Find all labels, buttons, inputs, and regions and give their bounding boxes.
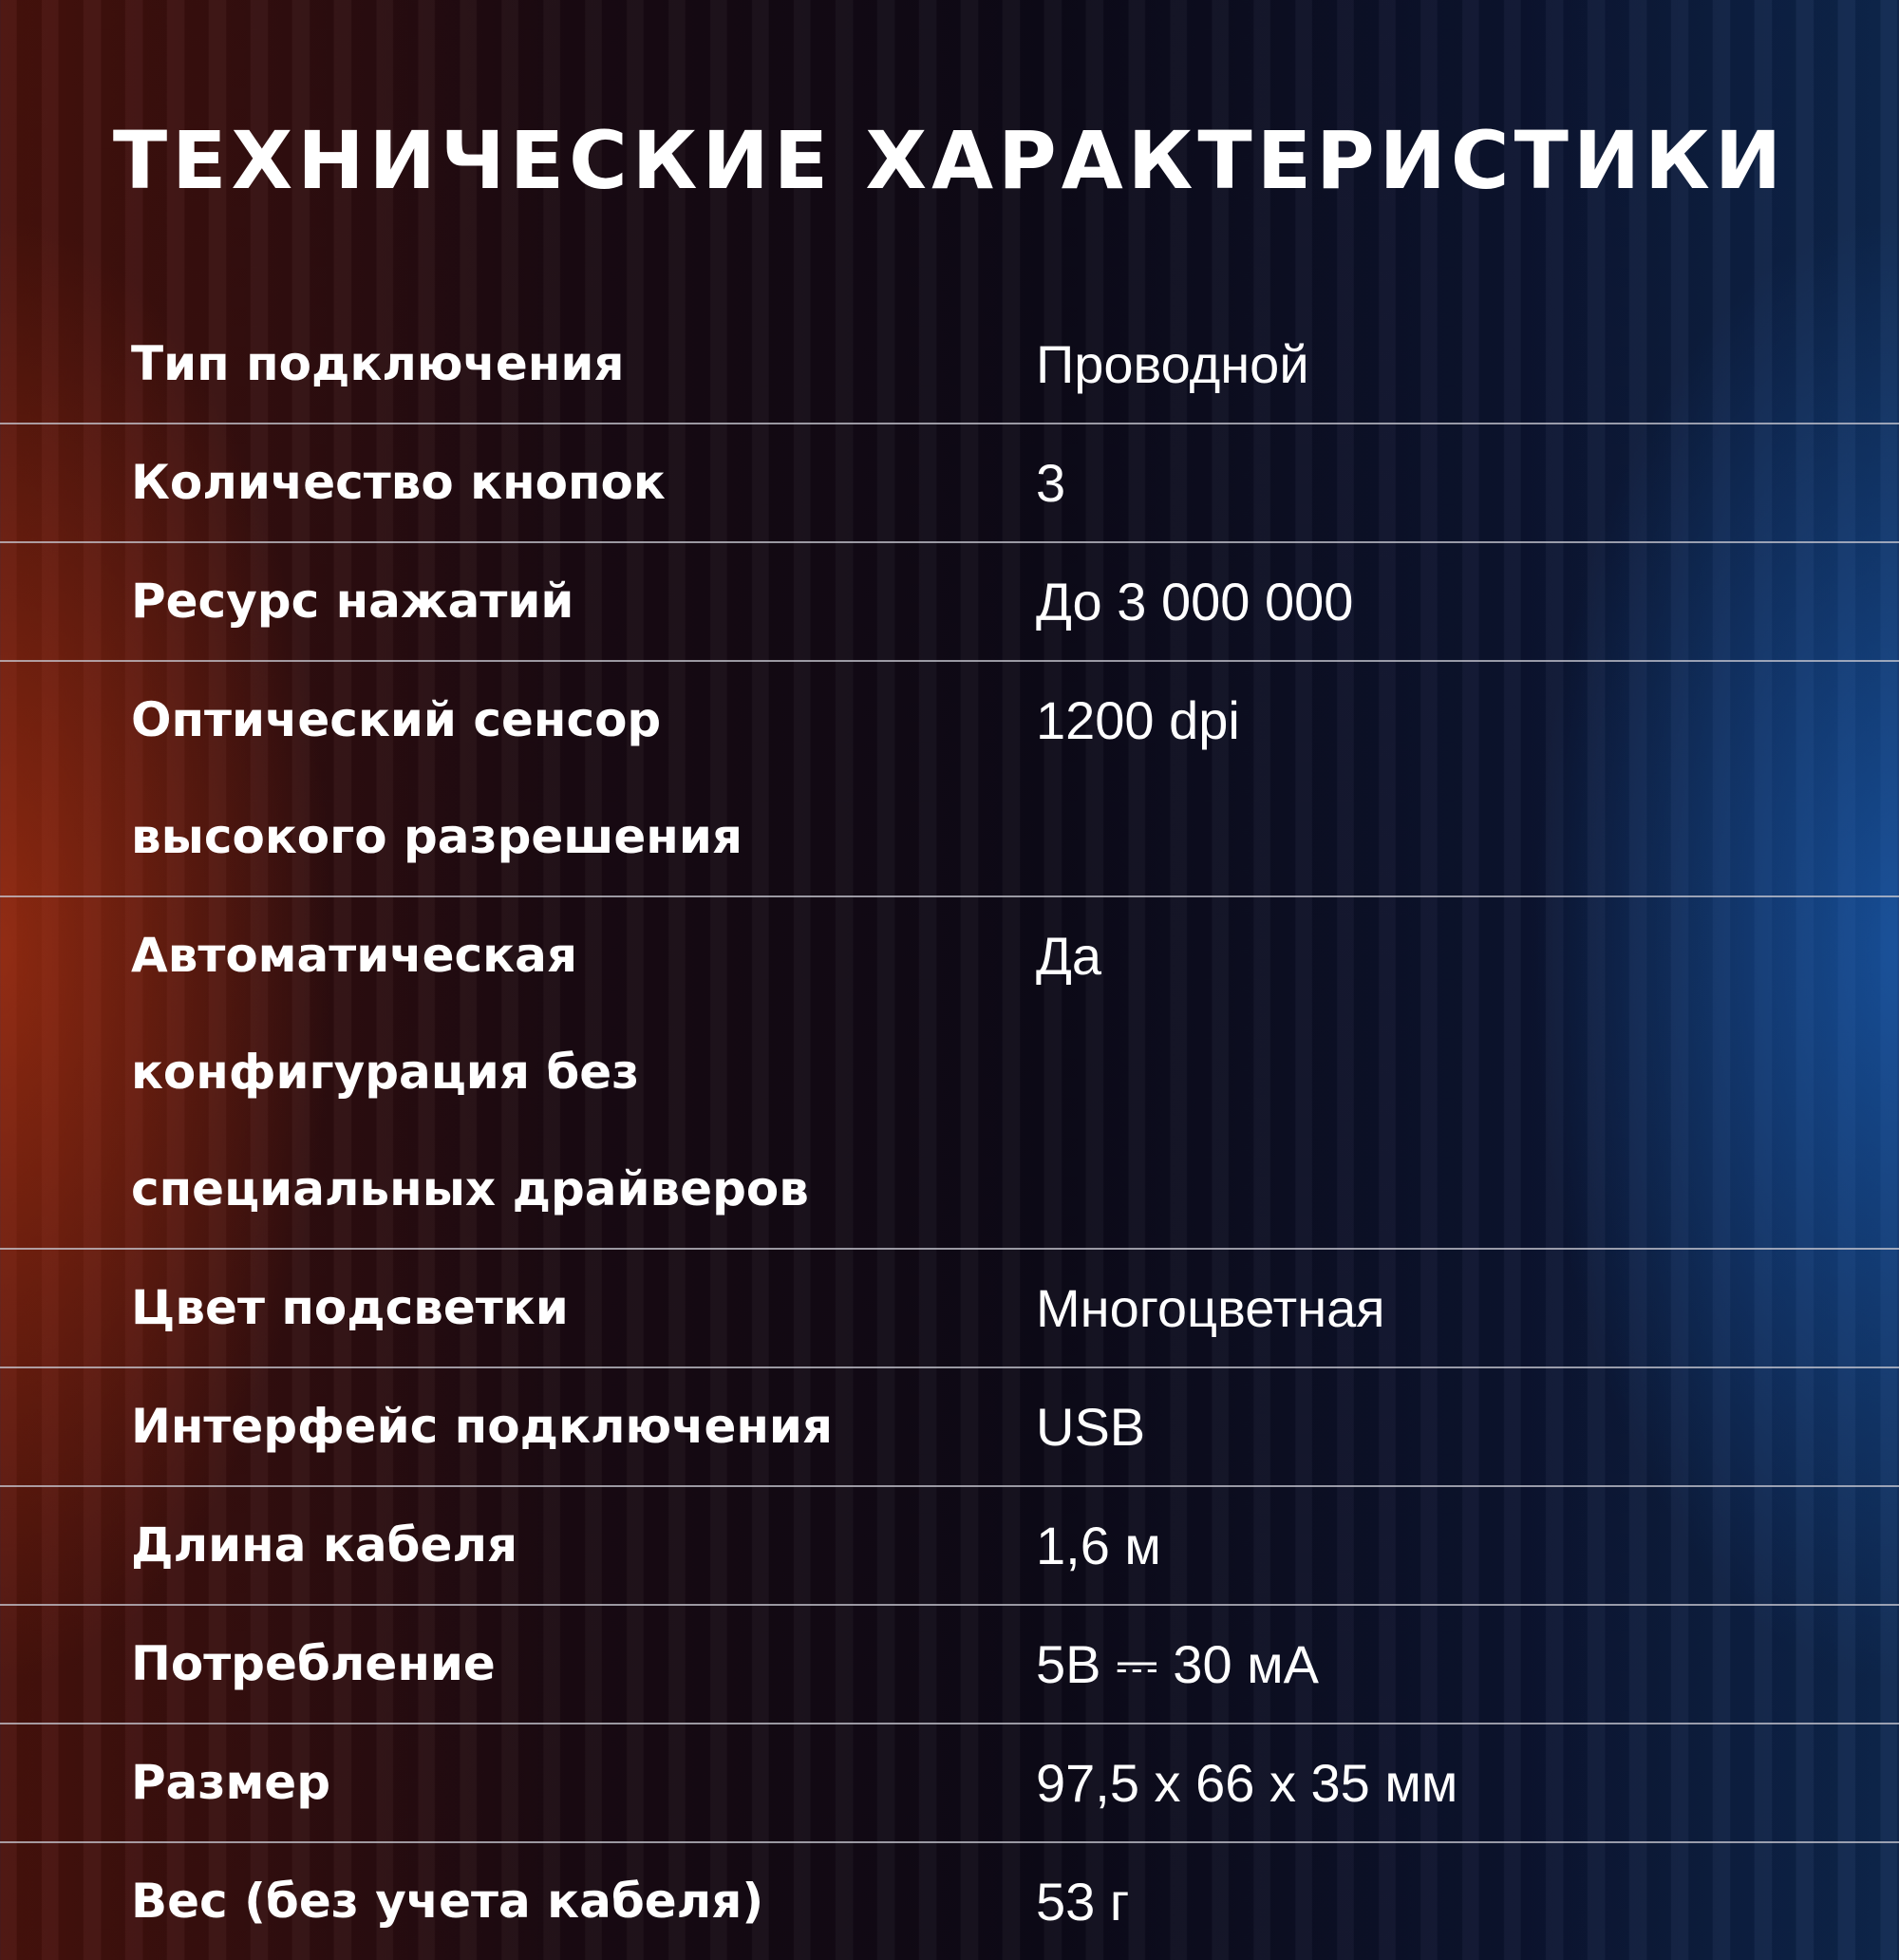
spec-value: 5В ⎓ 30 мА — [1036, 1634, 1320, 1694]
spec-label: Длина кабеля — [131, 1517, 518, 1573]
spec-row: Размер 97,5 x 66 x 35 мм — [0, 1724, 1899, 1843]
spec-row: Вес (без учета кабеля) 53 г — [0, 1843, 1899, 1960]
spec-value: 97,5 x 66 x 35 мм — [1036, 1753, 1458, 1813]
spec-label: Тип подключения — [131, 336, 625, 391]
spec-value: Да — [1036, 926, 1102, 986]
spec-row: Количество кнопок 3 — [0, 424, 1899, 543]
spec-value: 53 г — [1036, 1872, 1130, 1932]
spec-row: Автоматическая конфигурация без специаль… — [0, 897, 1899, 1250]
spec-label: Вес (без учета кабеля) — [131, 1874, 764, 1929]
spec-value: USB — [1036, 1397, 1146, 1457]
spec-row: Длина кабеля 1,6 м — [0, 1487, 1899, 1606]
spec-value: Многоцветная — [1036, 1278, 1385, 1338]
spec-label: Цвет подсветки — [131, 1280, 569, 1335]
spec-row: Потребление 5В ⎓ 30 мА — [0, 1606, 1899, 1724]
page-title: ТЕХНИЧЕСКИЕ ХАРАКТЕРИСТИКИ — [112, 114, 1787, 207]
spec-row: Интерфейс подключения USB — [0, 1368, 1899, 1487]
spec-label: Оптический сенсор высокого разрешения — [131, 692, 743, 864]
spec-label: Количество кнопок — [131, 455, 666, 510]
spec-label: Размер — [131, 1755, 331, 1810]
spec-value: 3 — [1036, 453, 1066, 513]
spec-value: 1200 dpi — [1036, 690, 1240, 750]
spec-value: Проводной — [1036, 334, 1309, 394]
spec-row: Тип подключения Проводной — [0, 306, 1899, 424]
spec-label: Автоматическая конфигурация без специаль… — [131, 928, 809, 1216]
spec-row: Ресурс нажатий До 3 000 000 — [0, 543, 1899, 662]
spec-row: Оптический сенсор высокого разрешения 120… — [0, 662, 1899, 897]
spec-value: До 3 000 000 — [1036, 572, 1354, 631]
spec-row: Цвет подсветки Многоцветная — [0, 1250, 1899, 1368]
specs-table: Тип подключения Проводной Количество кноп… — [0, 306, 1899, 1960]
spec-label: Потребление — [131, 1636, 496, 1691]
spec-label: Ресурс нажатий — [131, 574, 574, 629]
spec-value: 1,6 м — [1036, 1516, 1161, 1575]
spec-label: Интерфейс подключения — [131, 1399, 834, 1454]
